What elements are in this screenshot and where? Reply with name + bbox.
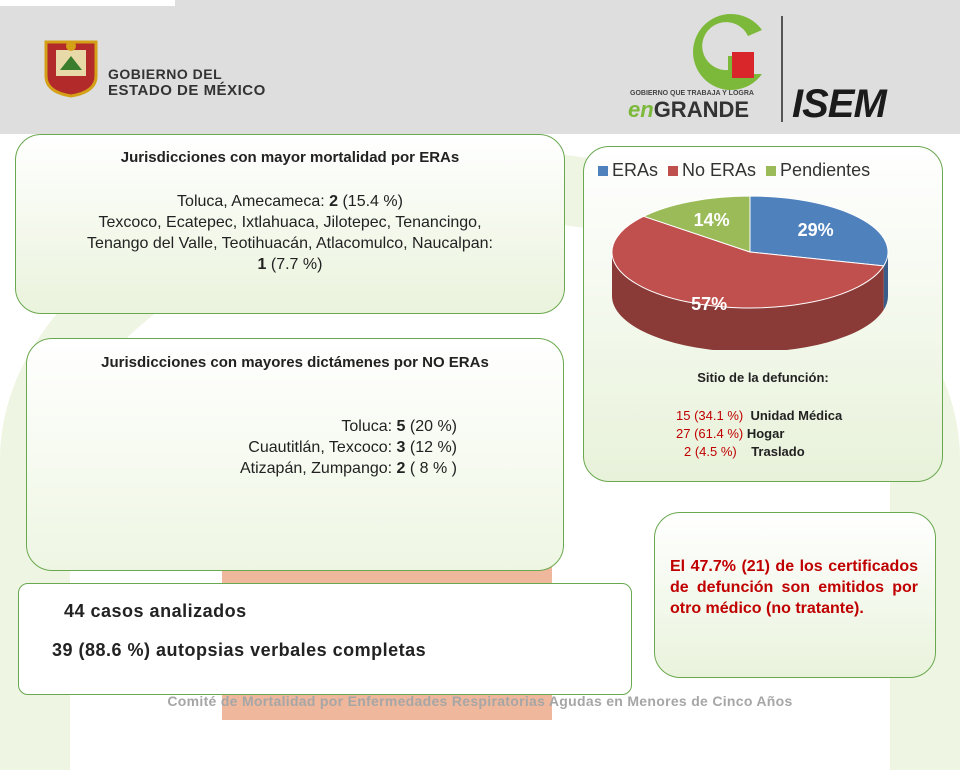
dictamenes-row-num: 3 [396,439,406,456]
dictamenes-body: Toluca: 5 (20 %) Cuautitlán, Texcoco: 3 … [100,416,457,479]
mortalidad-line1: Toluca, Amecameca: 2 (15.4 %) [15,191,565,212]
footer-committee: Comité de Mortalidad por Enfermedades Re… [167,693,793,709]
mortalidad-panel [15,134,565,314]
pie-slice [611,215,885,309]
dictamenes-panel [26,338,564,571]
sitio-row-label: Hogar [746,426,785,441]
sitio-row-num: 2 [684,444,692,459]
dictamenes-row-label: Atizapán, Zumpango: [239,460,397,477]
sitio-row-pct: (34.1 %) [690,408,744,423]
government-name-line1: GOBIERNO DEL [108,66,223,82]
dictamenes-row-num: 2 [396,460,406,477]
sitio-row-pct: (61.4 %) [690,426,744,441]
engrande-logo: enGRANDE [628,97,749,123]
cases-analyzed: 44 casos analizados [64,601,247,621]
dictamenes-row-pct: (12 %) [405,439,457,456]
state-crest-logo [44,40,98,98]
engrande-en: en [628,97,654,122]
mortalidad-line1-num: 2 [329,193,339,210]
dictamenes-title: Jurisdicciones con mayores dictámenes po… [101,354,489,371]
note-panel [654,512,936,678]
mortalidad-line4-num: 1 [257,256,267,273]
pie-slice-side [883,252,888,310]
pie-label-pendientes: 14% [693,209,730,230]
mortalidad-line2: Texcoco, Ecatepec, Ixtlahuaca, Jilotepec… [98,214,482,231]
sitio-row-num: 15 [676,408,691,423]
pie-slice [749,195,889,267]
certificates-note: El 47.7% (21) de los certificados de def… [670,558,918,617]
pie-chart [611,195,889,350]
autopsias-completas: 39 (88.6 %) autopsias verbales completas [52,640,427,660]
legend-swatch [598,165,608,176]
legend-label: Pendientes [780,160,871,180]
sitio-row-label: Traslado [751,444,805,459]
dictamenes-row-pct: (20 %) [405,418,457,435]
sitio-row: 15 (34.1 %) Unidad Médica [676,408,842,423]
pie-slice-side [612,252,884,350]
header-divider [781,16,783,122]
pie-label-eras: 29% [797,219,834,240]
legend-label: No ERAs [682,160,757,180]
legend-item: Pendientes [766,160,870,181]
header-bar: GOBIERNO DEL ESTADO DE MÉXICO GOBIERNO Q… [0,0,960,134]
legend-swatch [668,165,679,176]
dictamenes-row-label: Toluca: [341,418,397,435]
sitio-title: Sitio de la defunción: [697,370,829,385]
mortalidad-body: Toluca, Amecameca: 2 (15.4 %) Texcoco, E… [15,191,565,275]
sitio-row: 2 (4.5 %) Traslado [684,444,805,459]
pie-label-no-eras: 57% [691,293,728,314]
isem-logo: ISEM [792,82,887,126]
dictamenes-row-label: Cuautitlán, Texcoco: [248,439,397,456]
sitio-row-label: Unidad Médica [750,408,843,423]
mortalidad-line4: 1 (7.7 %) [15,254,565,275]
dictamenes-row: Toluca: 5 (20 %) [100,416,457,437]
g-logo-icon [693,14,762,90]
dictamenes-row-pct: ( 8 % ) [405,460,457,477]
dictamenes-row-num: 5 [396,418,406,435]
legend-item: ERAs [598,160,658,181]
sitio-row-num: 27 [676,426,691,441]
slogan-text: GOBIERNO QUE TRABAJA Y LOGRA [630,90,754,97]
government-name-line2: ESTADO DE MÉXICO [108,82,266,99]
dictamenes-row: Cuautitlán, Texcoco: 3 (12 %) [100,437,457,458]
header-corner [0,0,175,6]
pie-slice [642,195,751,253]
legend-swatch [766,165,777,176]
mortalidad-title: Jurisdicciones con mayor mortalidad por … [120,149,460,166]
mortalidad-line3: Tenango del Valle, Teotihuacán, Atlacomu… [87,235,493,252]
legend-item: No ERAs [668,160,756,181]
dictamenes-row: Atizapán, Zumpango: 2 ( 8 % ) [100,458,457,479]
sitio-row: 27 (61.4 %) Hogar [676,426,784,441]
sitio-row-pct: (4.5 %) [691,444,737,459]
mortalidad-line1-text: Toluca, Amecameca: [177,193,330,210]
mortalidad-line1-pct: (15.4 %) [338,193,403,210]
engrande-rest: GRANDE [653,97,750,122]
chart-legend: ERAs No ERAs Pendientes [598,160,880,181]
mortalidad-line4-pct: (7.7 %) [266,256,323,273]
legend-label: ERAs [612,160,659,180]
cases-panel [18,583,632,695]
